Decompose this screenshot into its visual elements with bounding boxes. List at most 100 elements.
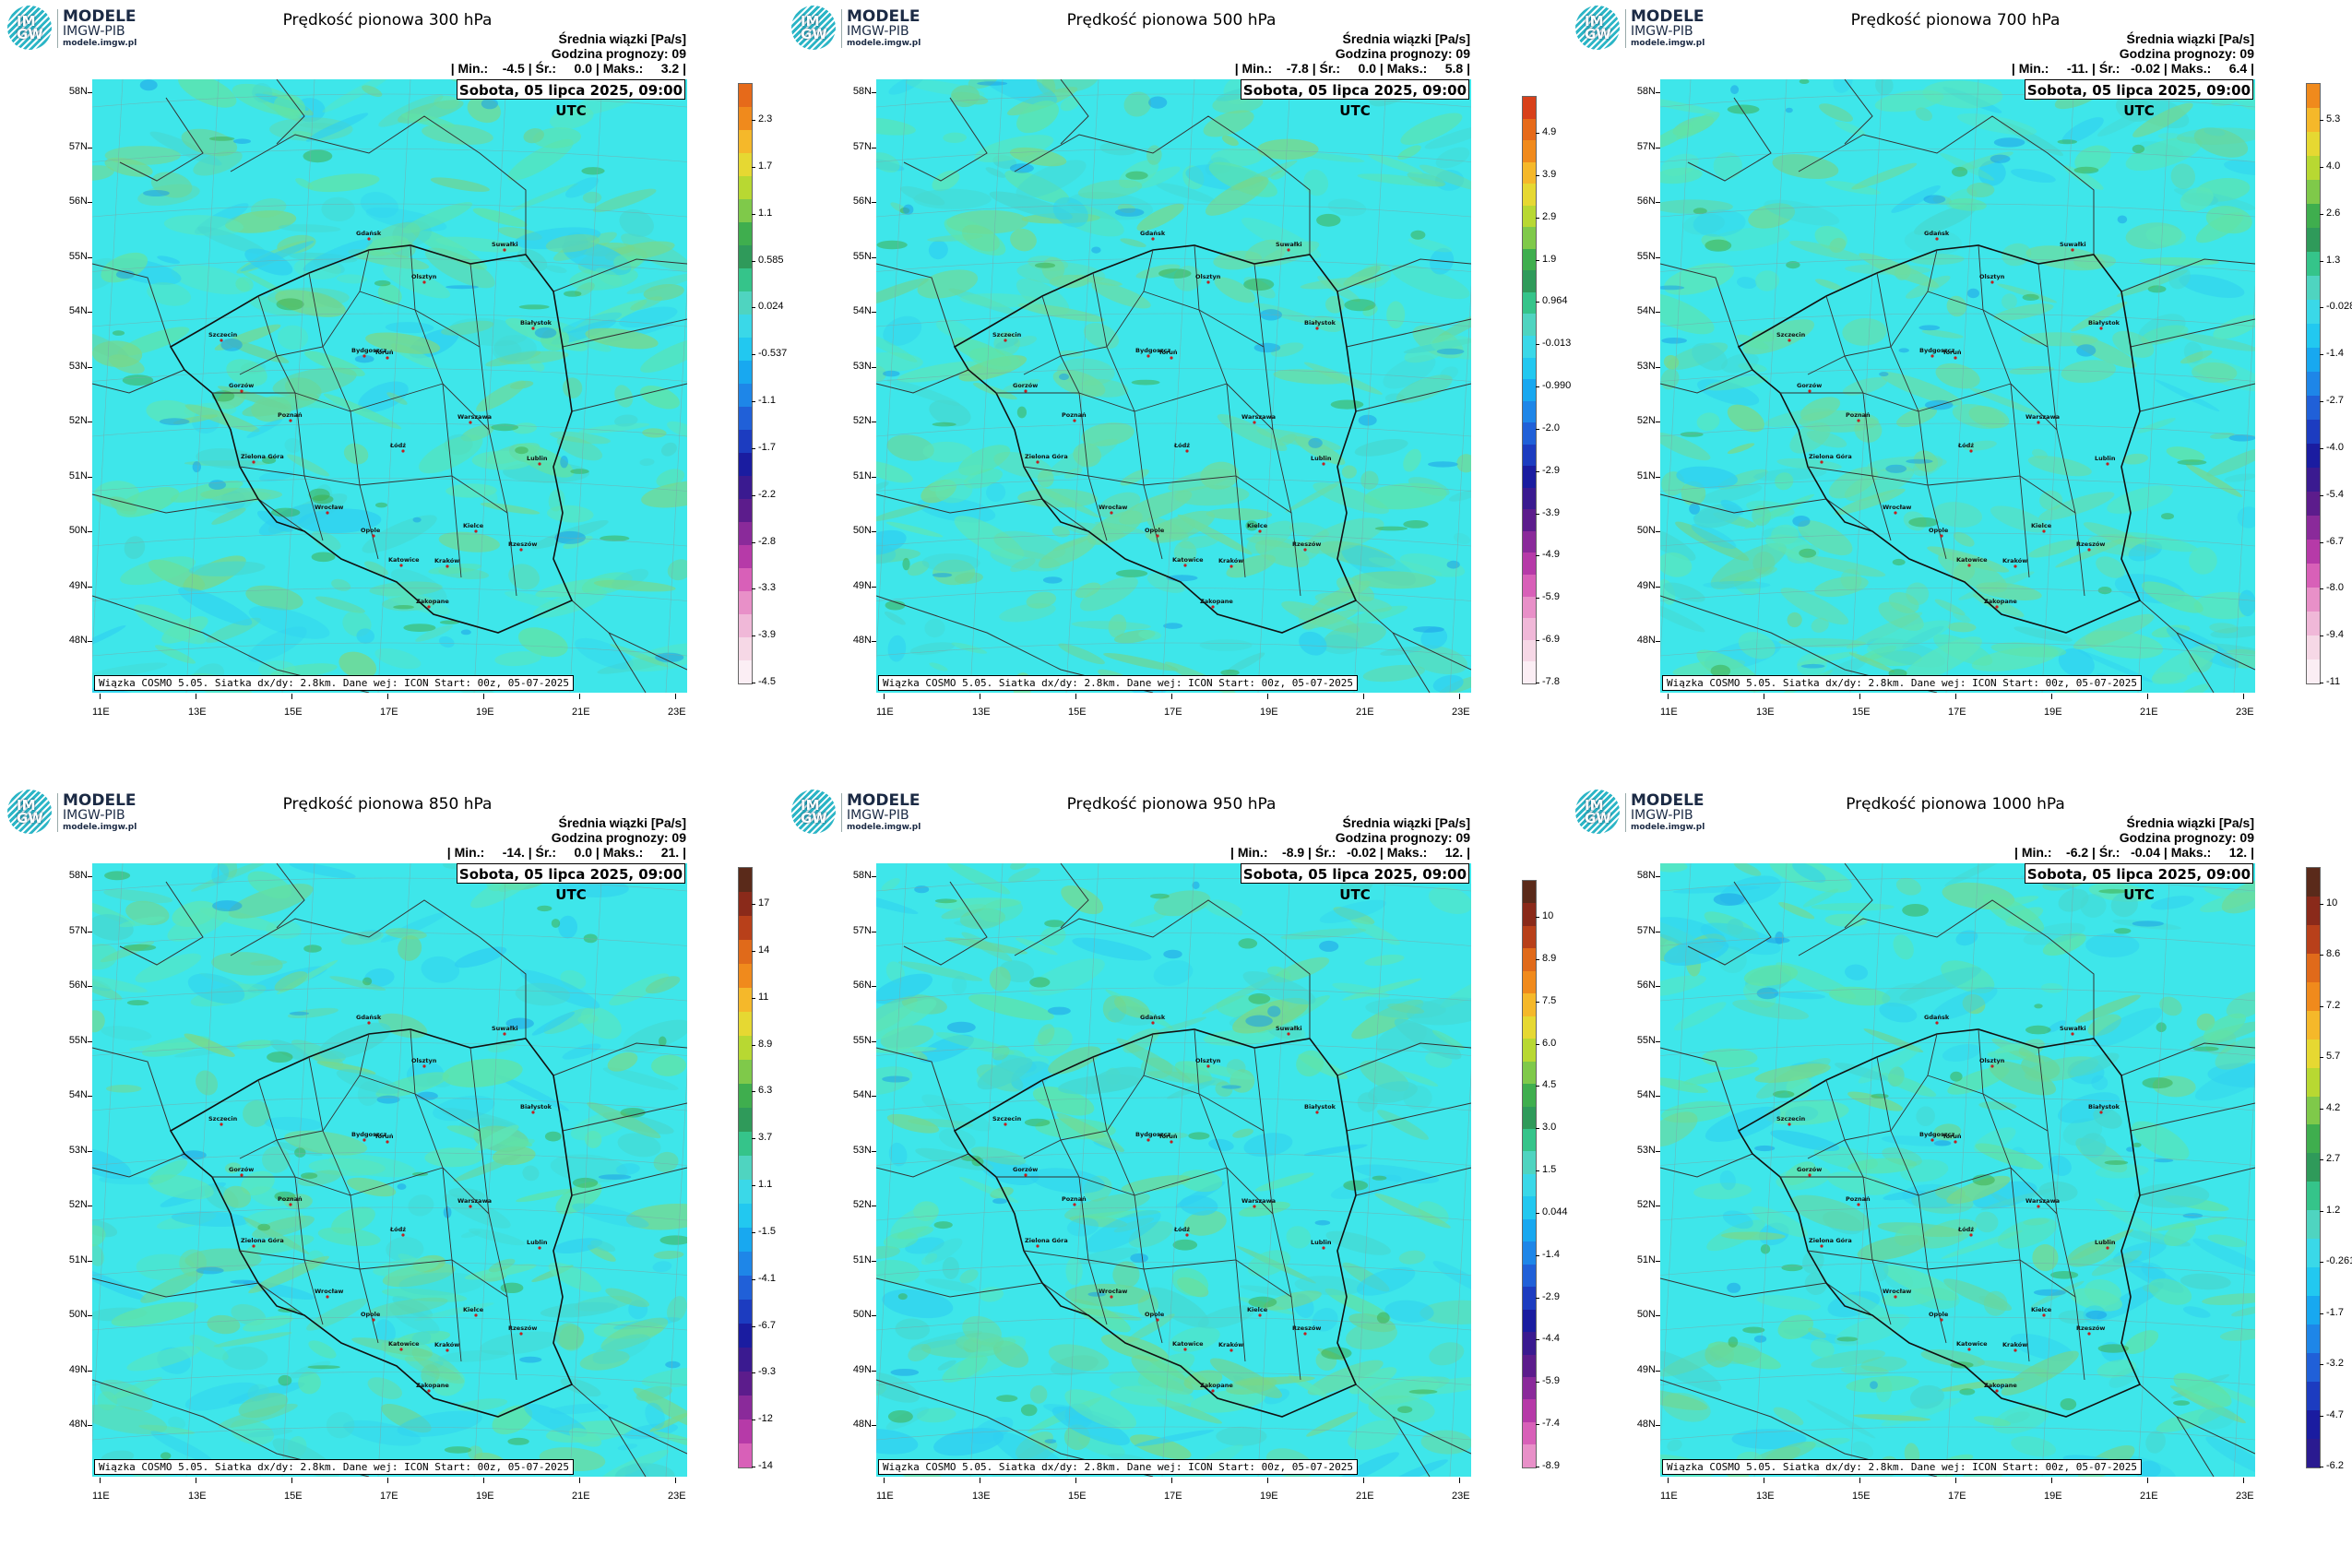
latitude-line <box>1659 1316 2256 1331</box>
longitude-tick <box>1459 694 1460 699</box>
field-blob <box>2170 163 2196 189</box>
field-blob <box>951 975 968 995</box>
colorbar-label: -4.0 <box>2326 441 2344 453</box>
longitude-label: 23E <box>1452 1491 1470 1502</box>
field-blob <box>1896 407 1937 428</box>
field-blob <box>924 1238 963 1264</box>
city-label: Zakopane <box>1200 1382 1233 1389</box>
field-blob <box>1991 1038 2045 1064</box>
field-blob <box>1992 1404 2049 1434</box>
field-feature <box>885 600 906 611</box>
field-blob <box>508 564 540 590</box>
field-blob <box>979 898 1023 923</box>
city-marker <box>1170 1140 1173 1144</box>
forecast-panel: IM GW MODELE IMGW-PIB modele.imgw.pl Prędkoś… <box>1568 784 2352 1568</box>
model-info-box: Wiązka COSMO 5.05. Siatka dx/dy: 2.8km. … <box>94 1459 574 1475</box>
field-feature <box>537 905 552 912</box>
logo-badge-text: IM GW <box>1585 797 1611 826</box>
latitude-label: 55N <box>1636 250 1656 262</box>
latitude-label: 53N <box>68 1144 88 1156</box>
colorbar-label: 0.585 <box>758 254 784 266</box>
field-blob <box>1312 1307 1338 1332</box>
field-blob <box>1804 1272 1828 1296</box>
field-blob <box>1280 928 1367 940</box>
field-blob <box>184 1382 259 1411</box>
field-feature <box>1765 937 1790 944</box>
field-blob <box>433 1370 466 1396</box>
field-blob <box>582 191 602 204</box>
field-blob <box>943 132 968 144</box>
colorbar-segment <box>1523 1173 1536 1197</box>
city-marker <box>367 1021 371 1025</box>
field-blob <box>572 1203 649 1229</box>
city-marker <box>1303 1332 1307 1336</box>
field-blob <box>950 85 980 108</box>
field-feature <box>2097 1344 2129 1353</box>
longitude-tick <box>675 694 676 699</box>
field-blob <box>1875 1376 1893 1403</box>
colorbar-segment <box>739 988 752 1012</box>
colorbar-segment <box>739 453 752 476</box>
field-blob <box>916 1408 956 1423</box>
field-feature <box>1020 1404 1038 1417</box>
colorbar-segment <box>739 1012 752 1036</box>
field-feature <box>1034 262 1056 268</box>
field-feature <box>500 1282 524 1293</box>
colorbar-label: 2.6 <box>2326 207 2341 219</box>
colorbar-segment <box>1523 1039 1536 1062</box>
colorbar-label: -2.9 <box>1542 1290 1560 1302</box>
colorbar-segment <box>1523 1264 1536 1288</box>
city-label: Poznań <box>1062 1195 1087 1203</box>
field-blob <box>619 209 654 237</box>
field-blob <box>244 248 293 276</box>
city-label: Szczecin <box>1776 331 1806 339</box>
field-blob <box>1123 91 1152 117</box>
logo-line3: modele.imgw.pl <box>847 823 921 832</box>
field-blob <box>243 1100 270 1127</box>
field-feature <box>1248 992 1271 1004</box>
latitude-line <box>875 203 1472 218</box>
city-label: Olsztyn <box>1979 273 2005 280</box>
field-blob <box>614 385 634 408</box>
city-marker <box>1969 449 1973 453</box>
logo-badge-icon <box>1575 6 1620 50</box>
field-blob <box>148 1159 188 1185</box>
field-blob <box>2058 888 2089 912</box>
latitude-line <box>1659 1097 2256 1111</box>
city-label: Poznań <box>278 1195 303 1203</box>
colorbar-tick <box>752 260 755 262</box>
colorbar-segment <box>2307 659 2320 683</box>
field-blob <box>1700 484 1763 504</box>
longitude-line <box>969 862 1004 1478</box>
longitude-tick <box>2243 1478 2244 1483</box>
colorbar-tick <box>752 1185 755 1186</box>
latitude-line <box>91 1152 688 1166</box>
field-blob <box>935 478 973 504</box>
country-border <box>2176 1416 2215 1478</box>
field-blob <box>336 274 367 284</box>
field-feature <box>1343 1180 1369 1191</box>
field-feature <box>278 1374 292 1386</box>
field-blob <box>2108 1367 2140 1388</box>
field-blob <box>1847 1158 1918 1174</box>
field-feature <box>1799 78 1810 84</box>
longitude-tick <box>1668 694 1669 699</box>
field-blob <box>2148 1278 2192 1305</box>
colorbar-label: -1.4 <box>2326 348 2344 360</box>
field-blob <box>2124 1330 2159 1354</box>
field-blob <box>1844 466 1914 502</box>
field-blob <box>1168 469 1232 493</box>
city-marker <box>538 462 541 466</box>
field-blob <box>1243 1133 1293 1158</box>
field-blob <box>236 1039 274 1050</box>
city-marker <box>399 1348 403 1351</box>
city-marker <box>1990 280 1994 284</box>
field-blob <box>1927 546 2010 573</box>
latitude-line <box>91 932 688 946</box>
latitude-label: 51N <box>68 1253 88 1265</box>
field-blob <box>1253 303 1319 325</box>
field-feature <box>481 98 498 110</box>
colorbar-label: -9.3 <box>758 1366 776 1378</box>
field-blob <box>1119 490 1193 525</box>
